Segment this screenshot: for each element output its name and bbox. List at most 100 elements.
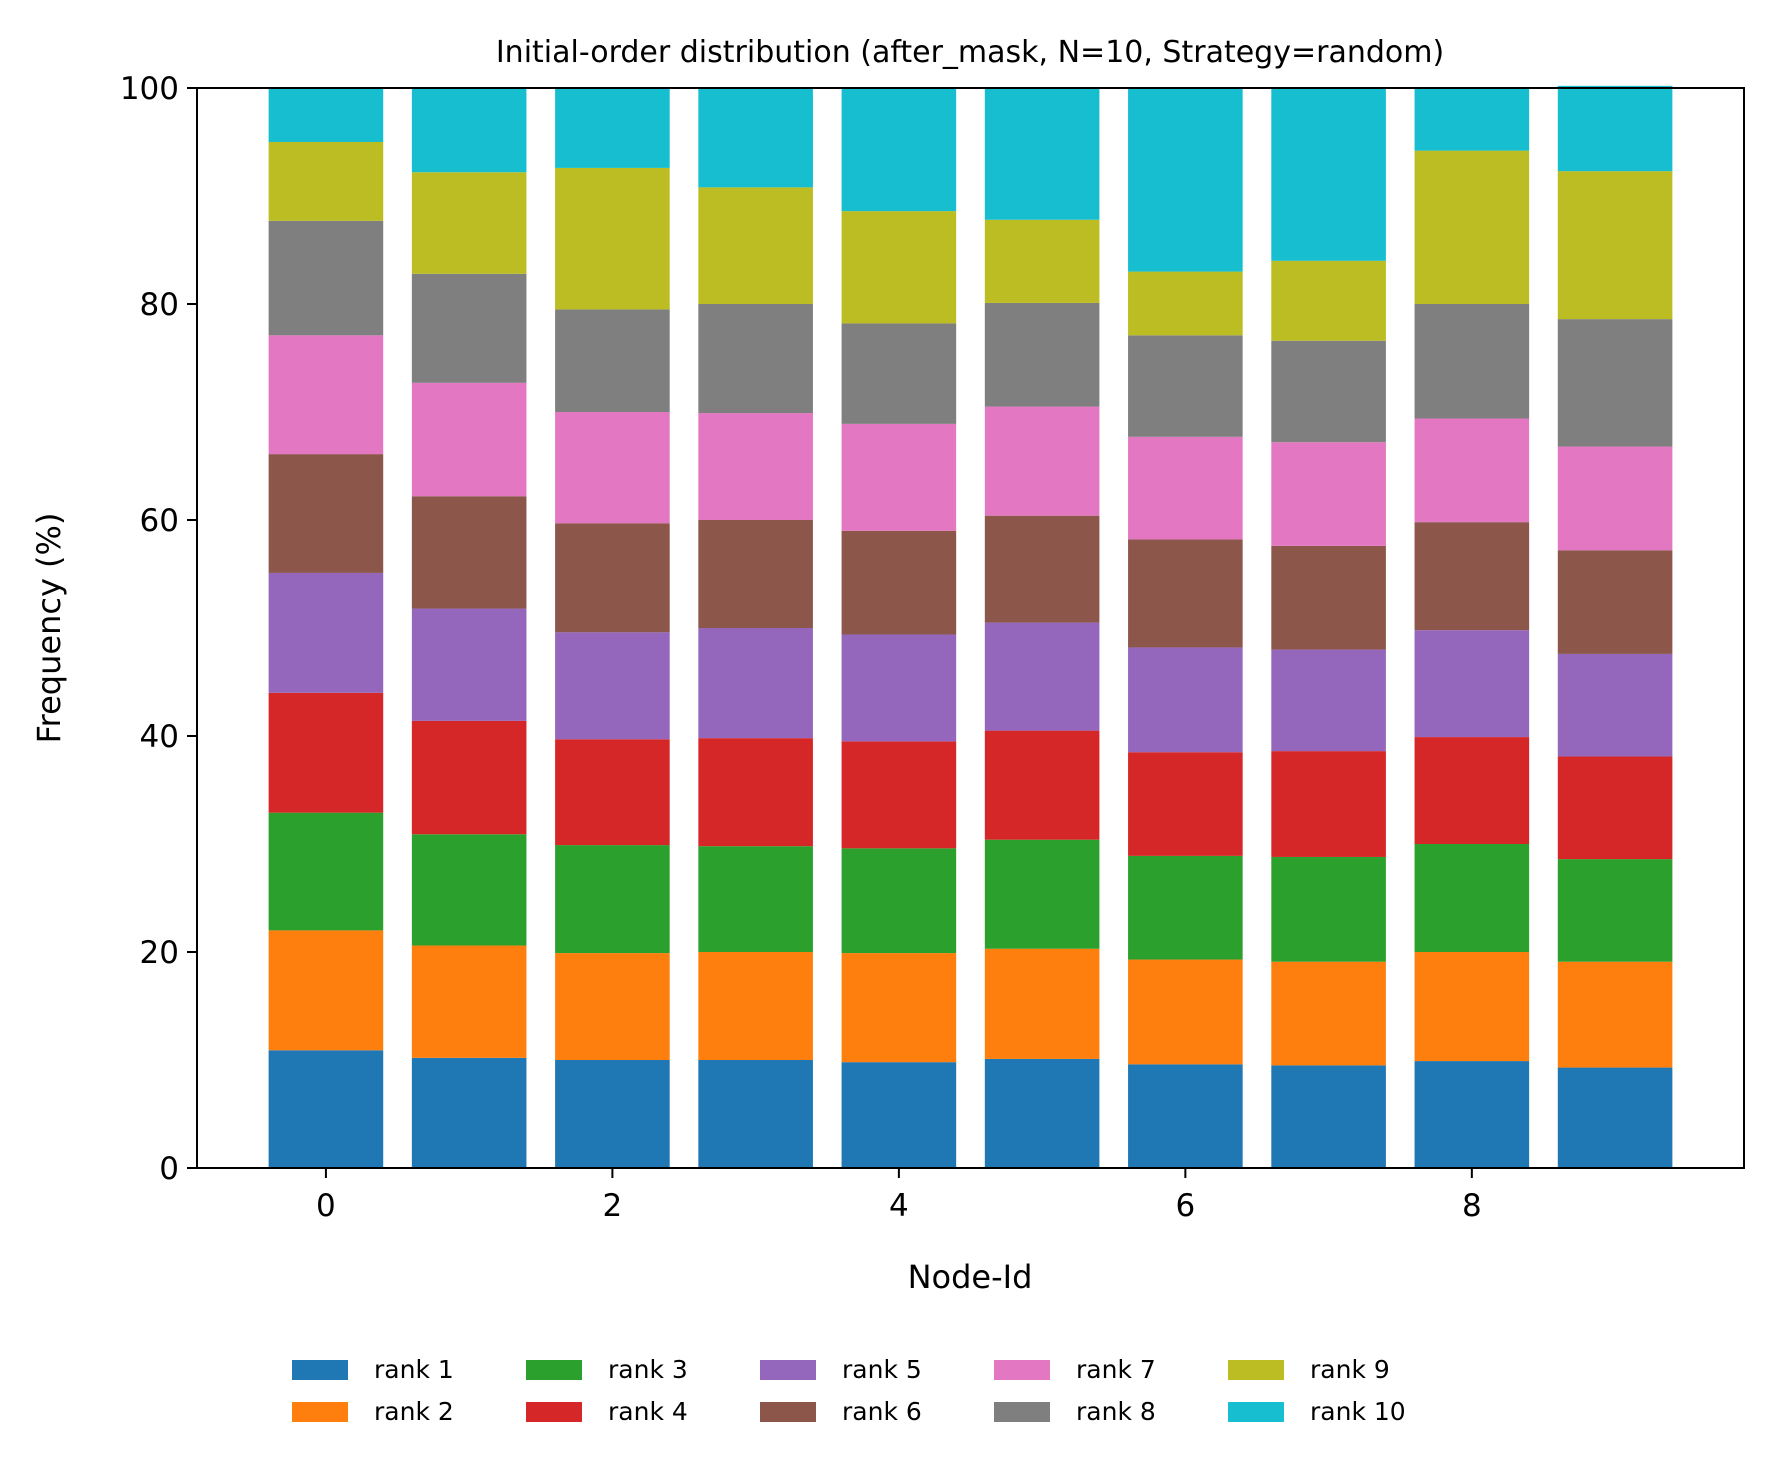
legend-swatch-rank-3	[526, 1360, 582, 1380]
bar-node-0-rank-7	[268, 335, 384, 455]
bar-node-2-rank-2	[555, 953, 670, 1060]
y-tick-label: 20	[140, 935, 179, 971]
legend-swatch-rank-10	[1228, 1402, 1284, 1422]
bar-node-3-rank-6	[698, 520, 813, 628]
bar-node-7-rank-2	[1271, 961, 1386, 1066]
bar-node-8-rank-10	[1414, 88, 1530, 151]
bar-node-1-rank-10	[411, 88, 527, 173]
legend-label-rank-2: rank 2	[374, 1397, 454, 1426]
bar-node-3-rank-8	[698, 304, 813, 414]
bar-node-9-rank-3	[1557, 859, 1673, 962]
bar-node-6-rank-4	[1128, 752, 1243, 856]
bar-node-2-rank-7	[555, 412, 670, 524]
bar-node-7-rank-9	[1271, 260, 1386, 341]
legend-label-rank-7: rank 7	[1076, 1355, 1156, 1384]
bar-node-8-rank-9	[1414, 150, 1530, 304]
bar-node-6-rank-10	[1128, 88, 1243, 272]
bar-node-5-rank-4	[984, 730, 1100, 840]
legend-label-rank-3: rank 3	[608, 1355, 688, 1384]
bar-node-5-rank-7	[984, 406, 1100, 516]
bar-node-0-rank-9	[268, 142, 384, 221]
y-tick-label: 100	[120, 71, 179, 107]
bars-layer	[268, 85, 1673, 1168]
bar-node-1-rank-9	[411, 172, 527, 274]
bar-node-5-rank-1	[984, 1058, 1100, 1168]
legend-swatch-rank-6	[760, 1402, 816, 1422]
bar-node-3-rank-3	[698, 846, 813, 952]
bar-node-1-rank-6	[411, 496, 527, 609]
legend-label-rank-6: rank 6	[842, 1397, 922, 1426]
bar-node-7-rank-1	[1271, 1065, 1386, 1168]
bar-node-0-rank-3	[268, 812, 384, 931]
bar-node-3-rank-10	[698, 88, 813, 188]
bar-node-8-rank-4	[1414, 737, 1530, 844]
bar-node-7-rank-8	[1271, 340, 1386, 443]
bar-node-9-rank-9	[1557, 171, 1673, 320]
bar-node-5-rank-6	[984, 515, 1100, 623]
bar-node-8-rank-2	[1414, 952, 1530, 1062]
legend-swatch-rank-1	[292, 1360, 348, 1380]
bar-node-8-rank-5	[1414, 630, 1530, 738]
legend-swatch-rank-7	[994, 1360, 1050, 1380]
bar-node-7-rank-4	[1271, 751, 1386, 857]
y-axis-label: Frequency (%)	[30, 513, 68, 744]
bar-node-4-rank-10	[841, 88, 957, 212]
bar-node-9-rank-5	[1557, 653, 1673, 757]
legend-label-rank-8: rank 8	[1076, 1397, 1156, 1426]
bar-node-1-rank-5	[411, 608, 527, 721]
legend-label-rank-4: rank 4	[608, 1397, 688, 1426]
bar-node-4-rank-4	[841, 741, 957, 849]
bar-node-0-rank-8	[268, 220, 384, 336]
chart-title: Initial-order distribution (after_mask, …	[496, 35, 1444, 70]
x-tick-label: 6	[1175, 1188, 1195, 1224]
bar-node-2-rank-4	[555, 739, 670, 846]
bar-node-1-rank-8	[411, 273, 527, 383]
bar-node-9-rank-10	[1557, 85, 1673, 172]
bar-node-7-rank-10	[1271, 88, 1386, 261]
bar-node-1-rank-4	[411, 720, 527, 835]
x-tick-label: 2	[603, 1188, 623, 1224]
bar-node-8-rank-1	[1414, 1061, 1530, 1168]
bar-node-8-rank-6	[1414, 522, 1530, 631]
bar-node-9-rank-4	[1557, 756, 1673, 860]
bar-node-4-rank-6	[841, 530, 957, 635]
bar-node-2-rank-10	[555, 88, 670, 168]
bar-node-1-rank-1	[411, 1057, 527, 1168]
y-tick-label: 60	[140, 503, 179, 539]
legend-label-rank-1: rank 1	[374, 1355, 454, 1384]
bar-node-8-rank-7	[1414, 418, 1530, 523]
bar-node-0-rank-6	[268, 454, 384, 573]
bar-node-1-rank-2	[411, 945, 527, 1058]
x-tick-label: 4	[889, 1188, 909, 1224]
bar-node-9-rank-1	[1557, 1067, 1673, 1168]
bar-node-9-rank-7	[1557, 446, 1673, 551]
bar-node-8-rank-8	[1414, 304, 1530, 419]
bar-node-6-rank-3	[1128, 855, 1243, 960]
bar-node-6-rank-1	[1128, 1064, 1243, 1168]
bar-node-9-rank-8	[1557, 319, 1673, 447]
legend-swatch-rank-5	[760, 1360, 816, 1380]
bar-node-0-rank-5	[268, 572, 384, 693]
bar-node-5-rank-5	[984, 622, 1100, 731]
bar-node-6-rank-8	[1128, 335, 1243, 437]
bar-node-4-rank-7	[841, 423, 957, 531]
bar-node-0-rank-1	[268, 1050, 384, 1168]
legend-swatch-rank-9	[1228, 1360, 1284, 1380]
bar-node-4-rank-2	[841, 953, 957, 1063]
bar-node-0-rank-4	[268, 692, 384, 813]
bar-node-6-rank-7	[1128, 436, 1243, 540]
legend: rank 1 rank 2 rank 3 rank 4 rank 5 rank 6 rank…	[292, 1355, 1406, 1426]
bar-node-7-rank-5	[1271, 649, 1386, 752]
y-tick-label: 80	[140, 287, 179, 323]
bar-node-6-rank-9	[1128, 271, 1243, 336]
bar-node-2-rank-9	[555, 167, 670, 310]
bar-node-5-rank-10	[984, 88, 1100, 220]
bar-node-6-rank-2	[1128, 959, 1243, 1065]
legend-label-rank-9: rank 9	[1310, 1355, 1390, 1384]
bar-node-5-rank-8	[984, 302, 1100, 407]
bar-node-2-rank-1	[555, 1060, 670, 1168]
bar-node-4-rank-8	[841, 323, 957, 424]
bar-node-5-rank-3	[984, 839, 1100, 949]
